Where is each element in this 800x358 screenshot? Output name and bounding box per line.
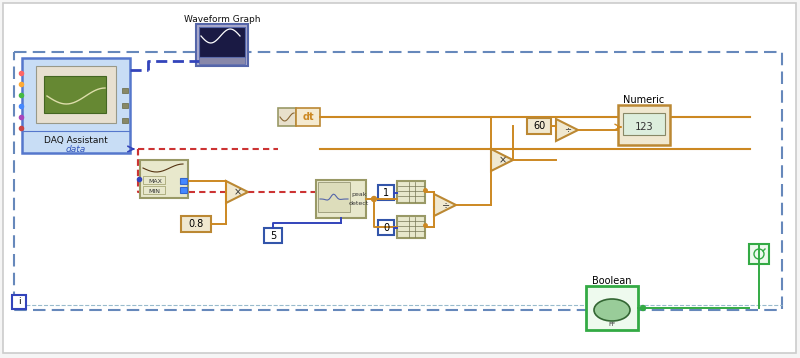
Bar bbox=[143, 176, 165, 184]
Text: dt: dt bbox=[302, 112, 314, 122]
Bar bbox=[199, 57, 245, 64]
Bar bbox=[623, 113, 665, 135]
Bar bbox=[296, 108, 320, 126]
Polygon shape bbox=[434, 194, 456, 216]
Bar bbox=[586, 286, 638, 330]
Circle shape bbox=[641, 305, 646, 310]
Bar bbox=[122, 103, 128, 108]
Polygon shape bbox=[226, 181, 248, 203]
Text: i: i bbox=[18, 297, 20, 306]
Text: MAX: MAX bbox=[148, 179, 162, 184]
Polygon shape bbox=[491, 149, 513, 171]
Bar bbox=[36, 66, 116, 123]
Text: peak: peak bbox=[351, 192, 366, 197]
Bar bbox=[143, 186, 165, 194]
Bar bbox=[618, 105, 670, 145]
Bar bbox=[378, 220, 394, 235]
Bar bbox=[44, 76, 106, 113]
Bar bbox=[397, 216, 425, 238]
Text: Waveform Graph: Waveform Graph bbox=[184, 15, 260, 24]
Bar bbox=[122, 118, 128, 123]
Bar bbox=[278, 108, 296, 126]
Bar bbox=[180, 187, 187, 193]
Bar bbox=[397, 181, 425, 203]
Text: MIN: MIN bbox=[148, 189, 160, 194]
Text: ×: × bbox=[499, 155, 507, 165]
Polygon shape bbox=[556, 119, 578, 141]
Text: detect: detect bbox=[349, 200, 369, 205]
Text: 123: 123 bbox=[634, 122, 654, 132]
Bar bbox=[140, 160, 188, 198]
Text: ÷: ÷ bbox=[442, 200, 450, 210]
Bar bbox=[316, 180, 366, 218]
Text: 0.8: 0.8 bbox=[188, 219, 204, 229]
Text: 60: 60 bbox=[533, 121, 545, 131]
Bar bbox=[199, 27, 245, 57]
Bar bbox=[749, 244, 769, 264]
Bar bbox=[527, 118, 551, 134]
Text: DAQ Assistant: DAQ Assistant bbox=[44, 135, 108, 145]
Text: Numeric: Numeric bbox=[623, 95, 665, 105]
Text: Boolean: Boolean bbox=[592, 276, 632, 286]
Text: ×: × bbox=[234, 187, 242, 197]
Bar bbox=[22, 58, 130, 153]
Bar bbox=[318, 182, 350, 212]
Ellipse shape bbox=[594, 299, 630, 321]
Text: 0: 0 bbox=[383, 223, 389, 232]
Circle shape bbox=[371, 197, 377, 202]
Text: 5: 5 bbox=[270, 231, 276, 241]
Bar bbox=[180, 178, 187, 184]
Text: ÷: ÷ bbox=[565, 126, 571, 135]
Bar bbox=[181, 216, 211, 232]
Bar bbox=[264, 228, 282, 243]
Text: FF: FF bbox=[608, 321, 616, 326]
Bar bbox=[14, 52, 782, 310]
Text: 1: 1 bbox=[383, 188, 389, 198]
Bar bbox=[122, 88, 128, 93]
Bar bbox=[378, 185, 394, 200]
Bar bbox=[196, 24, 248, 66]
Text: data: data bbox=[66, 145, 86, 154]
Bar bbox=[12, 295, 26, 309]
